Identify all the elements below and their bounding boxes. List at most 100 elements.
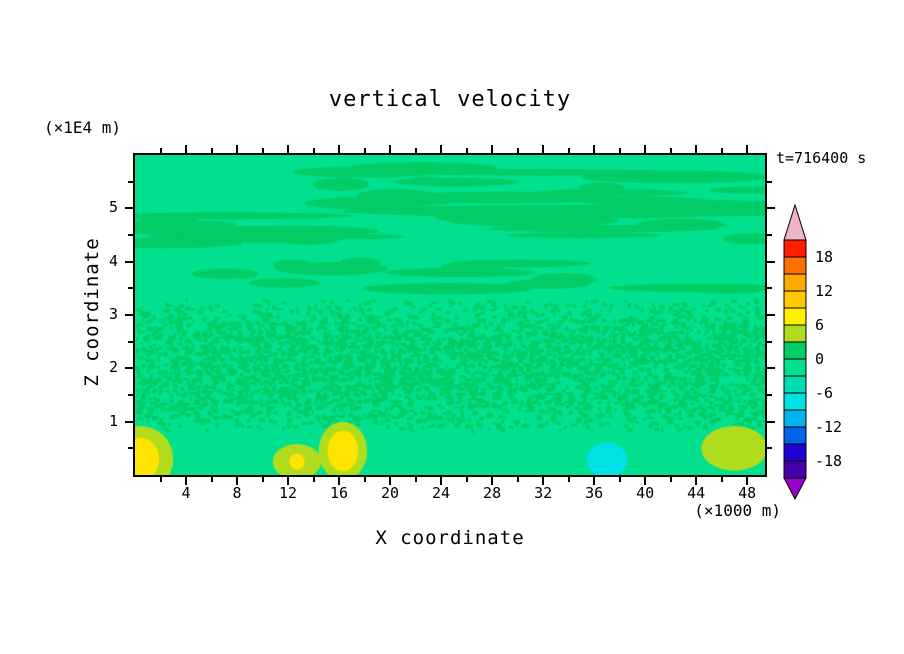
colorbar-segment	[783, 273, 807, 292]
z-tick-minor	[767, 234, 772, 236]
x-tick-major	[338, 145, 341, 153]
z-tick-minor	[767, 340, 772, 343]
x-tick-minor	[669, 477, 672, 482]
x-tick-major	[746, 477, 749, 485]
x-tick-label: 4	[181, 484, 191, 502]
colorbar-label: 12	[815, 282, 834, 300]
colorbar-label: 0	[815, 350, 825, 368]
colorbar-segment	[783, 409, 807, 428]
x-tick-minor	[720, 148, 723, 153]
x-tick-label: 28	[483, 484, 502, 502]
x-tick-minor	[210, 148, 213, 153]
x-axis-unit-label: (×1000 m)	[694, 501, 781, 520]
z-tick-label: 4	[108, 251, 118, 270]
contour-field	[135, 155, 765, 475]
z-tick-label: 2	[108, 358, 118, 377]
x-tick-minor	[669, 148, 672, 153]
z-axis-unit-label: (×1E4 m)	[44, 118, 122, 137]
colorbar-segment	[783, 392, 807, 411]
x-tick-label: 48	[738, 484, 757, 502]
x-tick-major	[236, 145, 239, 153]
z-tick-major	[125, 260, 133, 263]
x-tick-minor	[363, 477, 366, 482]
x-tick-minor	[159, 477, 162, 482]
z-tick-minor	[128, 447, 133, 450]
x-tick-minor	[159, 148, 162, 153]
plot-frame	[125, 145, 775, 485]
x-tick-label: 36	[585, 484, 604, 502]
colorbar-segment	[783, 443, 807, 462]
x-tick-label: 16	[330, 484, 349, 502]
colorbar-arrow-up-icon	[783, 203, 807, 241]
x-tick-minor	[516, 477, 519, 482]
x-tick-minor	[414, 148, 417, 153]
colorbar-svg	[783, 203, 807, 501]
x-tick-major	[338, 477, 341, 485]
z-tick-major	[767, 367, 775, 370]
x-tick-label: 8	[232, 484, 242, 502]
x-tick-label: 24	[432, 484, 451, 502]
z-tick-label: 5	[108, 198, 118, 217]
z-tick-minor	[767, 394, 772, 396]
x-tick-label: 32	[534, 484, 553, 502]
colorbar-segment	[783, 324, 807, 343]
x-tick-minor	[210, 477, 213, 482]
colorbar-segment	[783, 460, 807, 479]
colorbar-segment	[783, 256, 807, 275]
z-tick-minor	[128, 394, 133, 396]
colorbar-label: 6	[815, 316, 825, 334]
z-tick-major	[125, 314, 133, 316]
colorbar-segment	[783, 239, 807, 258]
colorbar-label: -18	[815, 452, 843, 470]
z-tick-minor	[767, 180, 772, 183]
x-tick-minor	[465, 477, 468, 482]
x-tick-minor	[618, 148, 621, 153]
x-tick-minor	[261, 148, 264, 153]
colorbar-label: -6	[815, 384, 834, 402]
x-tick-label: 40	[636, 484, 655, 502]
x-tick-minor	[414, 477, 417, 482]
colorbar-segment	[783, 358, 807, 377]
x-tick-minor	[261, 477, 264, 482]
x-axis-title: X coordinate	[375, 527, 525, 549]
z-tick-label: 3	[108, 305, 118, 323]
colorbar-segment	[783, 341, 807, 360]
z-tick-major	[767, 420, 775, 423]
x-tick-major	[287, 477, 290, 485]
z-tick-label: 1	[108, 411, 118, 430]
x-tick-major	[746, 145, 749, 153]
z-tick-minor	[128, 287, 133, 290]
x-tick-major	[185, 477, 187, 485]
x-tick-label: 12	[279, 484, 298, 502]
x-tick-major	[491, 477, 494, 485]
plot-title: vertical velocity	[328, 87, 572, 112]
z-tick-minor	[767, 287, 772, 290]
colorbar-segment	[783, 426, 807, 445]
z-tick-major	[125, 367, 133, 370]
x-tick-major	[644, 477, 647, 485]
colorbar-arrow-down-icon	[783, 477, 807, 501]
colorbar	[783, 203, 807, 501]
x-tick-major	[287, 145, 290, 153]
x-tick-label: 44	[687, 484, 706, 502]
z-tick-major	[125, 207, 133, 210]
z-tick-major	[767, 207, 775, 210]
timestamp-label: t=716400 s	[776, 149, 867, 167]
colorbar-label: 18	[815, 248, 834, 266]
x-tick-minor	[618, 477, 621, 482]
x-tick-major	[389, 477, 392, 485]
z-tick-minor	[128, 234, 133, 236]
x-tick-minor	[567, 148, 570, 153]
x-tick-minor	[465, 148, 468, 153]
x-tick-major	[389, 145, 392, 153]
x-tick-major	[542, 145, 545, 153]
z-tick-minor	[128, 180, 133, 183]
x-tick-minor	[312, 148, 315, 153]
x-tick-major	[185, 145, 187, 153]
x-tick-minor	[516, 148, 519, 153]
colorbar-segment	[783, 290, 807, 309]
colorbar-label: -12	[815, 418, 843, 436]
x-tick-minor	[720, 477, 723, 482]
x-tick-label: 20	[381, 484, 400, 502]
